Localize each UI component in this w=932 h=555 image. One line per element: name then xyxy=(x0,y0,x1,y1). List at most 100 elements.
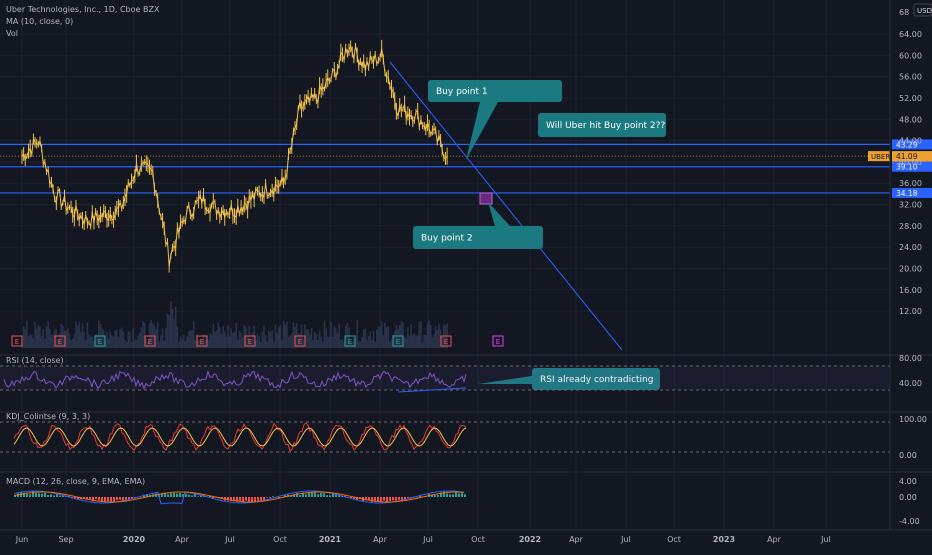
macd-tick-0: 4.00 xyxy=(899,477,917,486)
volume-bar xyxy=(108,339,110,348)
volume-bar xyxy=(263,326,265,348)
macd-hist-bar xyxy=(332,494,334,497)
macd-hist-bar xyxy=(191,495,193,497)
price-badge-4: 34.18 xyxy=(896,189,918,198)
price-tick-3: 52.00 xyxy=(899,94,922,103)
volume-bar xyxy=(257,333,259,348)
volume-bar xyxy=(185,341,187,348)
time-label-3: Apr xyxy=(175,535,190,544)
price-tick-0: 64.00 xyxy=(899,30,922,39)
price-tick-8: 32.00 xyxy=(899,201,922,210)
time-label-8: Jul xyxy=(422,535,433,544)
volume-bar xyxy=(141,327,143,348)
volume-bar xyxy=(363,330,365,348)
macd-hist-bar xyxy=(308,493,310,497)
volume-bar xyxy=(266,341,268,348)
macd-hist-bar xyxy=(47,495,49,497)
volume-bar xyxy=(113,337,115,348)
volume-bar xyxy=(168,315,170,348)
volume-bar xyxy=(232,333,234,348)
volume-bar xyxy=(90,337,92,348)
volume-bar xyxy=(391,339,393,348)
macd-hist-bar xyxy=(41,494,43,497)
volume-bar xyxy=(288,337,290,348)
macd-hist-bar xyxy=(305,494,307,497)
kdj-tick-0: 100.00 xyxy=(899,415,927,424)
volume-bar xyxy=(383,335,385,348)
volume-bar xyxy=(195,340,197,348)
macd-hist-bar xyxy=(269,497,271,498)
volume-bar xyxy=(114,331,116,348)
volume-bar xyxy=(92,337,94,348)
volume-bar xyxy=(389,342,391,348)
macd-hist-bar xyxy=(116,497,118,500)
volume-bar xyxy=(436,330,438,348)
volume-bar xyxy=(432,337,434,348)
earnings-marker-4: E xyxy=(200,338,204,346)
volume-bar xyxy=(314,332,316,348)
volume-bar xyxy=(273,342,275,348)
volume-bar xyxy=(280,325,282,348)
macd-panel-title: MACD (12, 26, close, 9, EMA, EMA) xyxy=(6,477,145,486)
legend-vol: Vol xyxy=(6,29,18,38)
volume-bar xyxy=(77,325,79,348)
volume-bar xyxy=(271,330,273,348)
volume-bar xyxy=(410,324,412,348)
macd-hist-bar xyxy=(455,492,457,497)
volume-bar xyxy=(374,341,376,348)
macd-hist-bar xyxy=(452,494,454,497)
volume-bar xyxy=(258,336,260,348)
volume-bar xyxy=(260,342,262,348)
volume-bar xyxy=(358,342,360,348)
volume-bar xyxy=(284,324,286,348)
volume-bar xyxy=(291,334,293,348)
macd-hist-bar xyxy=(272,496,274,497)
volume-bar xyxy=(317,340,319,348)
volume-bar xyxy=(211,335,213,348)
volume-bar xyxy=(327,337,329,348)
volume-bar xyxy=(332,337,334,348)
volume-bar xyxy=(72,339,74,348)
macd-hist-bar xyxy=(464,494,466,497)
volume-bar xyxy=(42,329,44,348)
price-tick-9: 28.00 xyxy=(899,222,922,231)
volume-bar xyxy=(170,301,172,348)
volume-bar xyxy=(360,341,362,348)
volume-bar xyxy=(373,331,375,348)
macd-hist-bar xyxy=(26,494,28,497)
volume-bar xyxy=(132,328,134,348)
volume-bar xyxy=(425,335,427,348)
volume-bar xyxy=(177,326,179,348)
volume-bar xyxy=(414,333,416,348)
volume-bar xyxy=(222,326,224,348)
volume-bar xyxy=(191,330,193,348)
volume-bar xyxy=(70,340,72,348)
volume-bar xyxy=(44,339,46,348)
macd-hist-bar xyxy=(188,495,190,497)
time-label-6: 2021 xyxy=(319,535,342,544)
macd-hist-bar xyxy=(170,493,172,497)
macd-hist-bar xyxy=(59,496,61,497)
volume-bar xyxy=(157,322,159,348)
volume-bar xyxy=(28,336,30,348)
volume-bar xyxy=(340,340,342,348)
volume-bar xyxy=(289,335,291,348)
buy-point-2-text: Buy point 2 xyxy=(421,234,473,244)
volume-bar xyxy=(163,341,165,348)
legend-ma: MA (10, close, 0) xyxy=(6,17,73,26)
volume-bar xyxy=(268,331,270,348)
volume-bar xyxy=(307,329,309,348)
volume-bar xyxy=(407,327,409,348)
macd-hist-bar xyxy=(254,497,256,501)
volume-bar xyxy=(216,331,218,348)
volume-bar xyxy=(270,332,272,348)
volume-bar xyxy=(324,320,326,348)
volume-bar xyxy=(26,321,28,348)
volume-bar xyxy=(180,337,182,348)
macd-hist-bar xyxy=(359,497,361,498)
volume-bar xyxy=(83,332,85,348)
volume-bar xyxy=(167,314,169,348)
volume-bar xyxy=(401,321,403,348)
volume-bar xyxy=(160,335,162,348)
